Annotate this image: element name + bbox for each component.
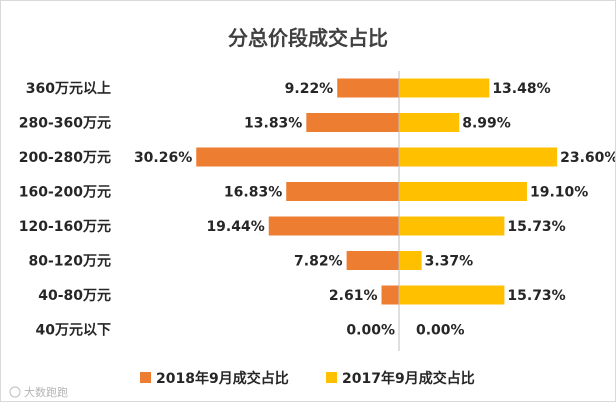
- data-label-2018: 16.83%: [224, 185, 282, 201]
- bar-2018: [268, 216, 399, 236]
- bar-2018: [306, 113, 399, 132]
- data-label-2017: 8.99%: [462, 116, 511, 132]
- bar-2017: [399, 147, 558, 167]
- data-label-2017: 15.73%: [507, 288, 565, 304]
- data-label-2017: 0.00%: [416, 323, 465, 339]
- category-label: 80-120万元: [28, 254, 111, 270]
- data-label-2018: 30.26%: [134, 150, 192, 166]
- legend-label-2017: 2017年9月成交占比: [342, 370, 475, 387]
- data-label-2017: 19.10%: [530, 185, 588, 201]
- data-label-2018: 19.44%: [206, 219, 264, 235]
- data-label-2018: 9.22%: [285, 81, 334, 97]
- bar-2017: [399, 182, 527, 201]
- bar-2018: [196, 147, 399, 167]
- data-label-2017: 13.48%: [492, 81, 550, 97]
- data-label-2017: 23.60%: [560, 150, 615, 166]
- category-label: 160-200万元: [19, 185, 111, 201]
- legend: 2018年9月成交占比 2017年9月成交占比: [140, 370, 475, 387]
- watermark-logo-icon: [9, 386, 21, 398]
- bar-2018: [286, 182, 399, 201]
- bar-2017: [399, 78, 490, 98]
- category-label: 120-160万元: [19, 219, 111, 235]
- data-label-2018: 0.00%: [346, 323, 395, 339]
- data-label-2018: 13.83%: [244, 116, 302, 132]
- watermark: 大数跑跑: [9, 385, 68, 399]
- bar-2017: [399, 216, 505, 236]
- bar-2018: [346, 251, 399, 270]
- category-label: 40万元以下: [36, 323, 111, 339]
- bar-2018: [337, 78, 399, 98]
- bar-2017: [399, 251, 422, 270]
- data-label-2017: 15.73%: [507, 219, 565, 235]
- watermark-text: 大数跑跑: [24, 385, 68, 399]
- category-label: 280-360万元: [19, 116, 111, 132]
- chart-title: 分总价段成交占比: [228, 26, 388, 50]
- bar-2018: [381, 285, 399, 305]
- bar-2017: [399, 285, 505, 305]
- legend-label-2018: 2018年9月成交占比: [156, 370, 289, 387]
- data-label-2018: 2.61%: [329, 288, 378, 304]
- legend-swatch-2018: [140, 372, 151, 383]
- category-label: 40-80万元: [38, 288, 111, 304]
- category-label: 360万元以上: [26, 81, 111, 97]
- data-label-2018: 7.82%: [294, 254, 343, 270]
- plot-area: 360万元以上 9.22% 13.48% 280-360万元 13.83% 8.99% 20…: [19, 78, 615, 339]
- legend-swatch-2017: [326, 372, 337, 383]
- category-label: 200-280万元: [19, 150, 111, 166]
- bar-2017: [399, 113, 460, 132]
- data-label-2017: 3.37%: [425, 254, 474, 270]
